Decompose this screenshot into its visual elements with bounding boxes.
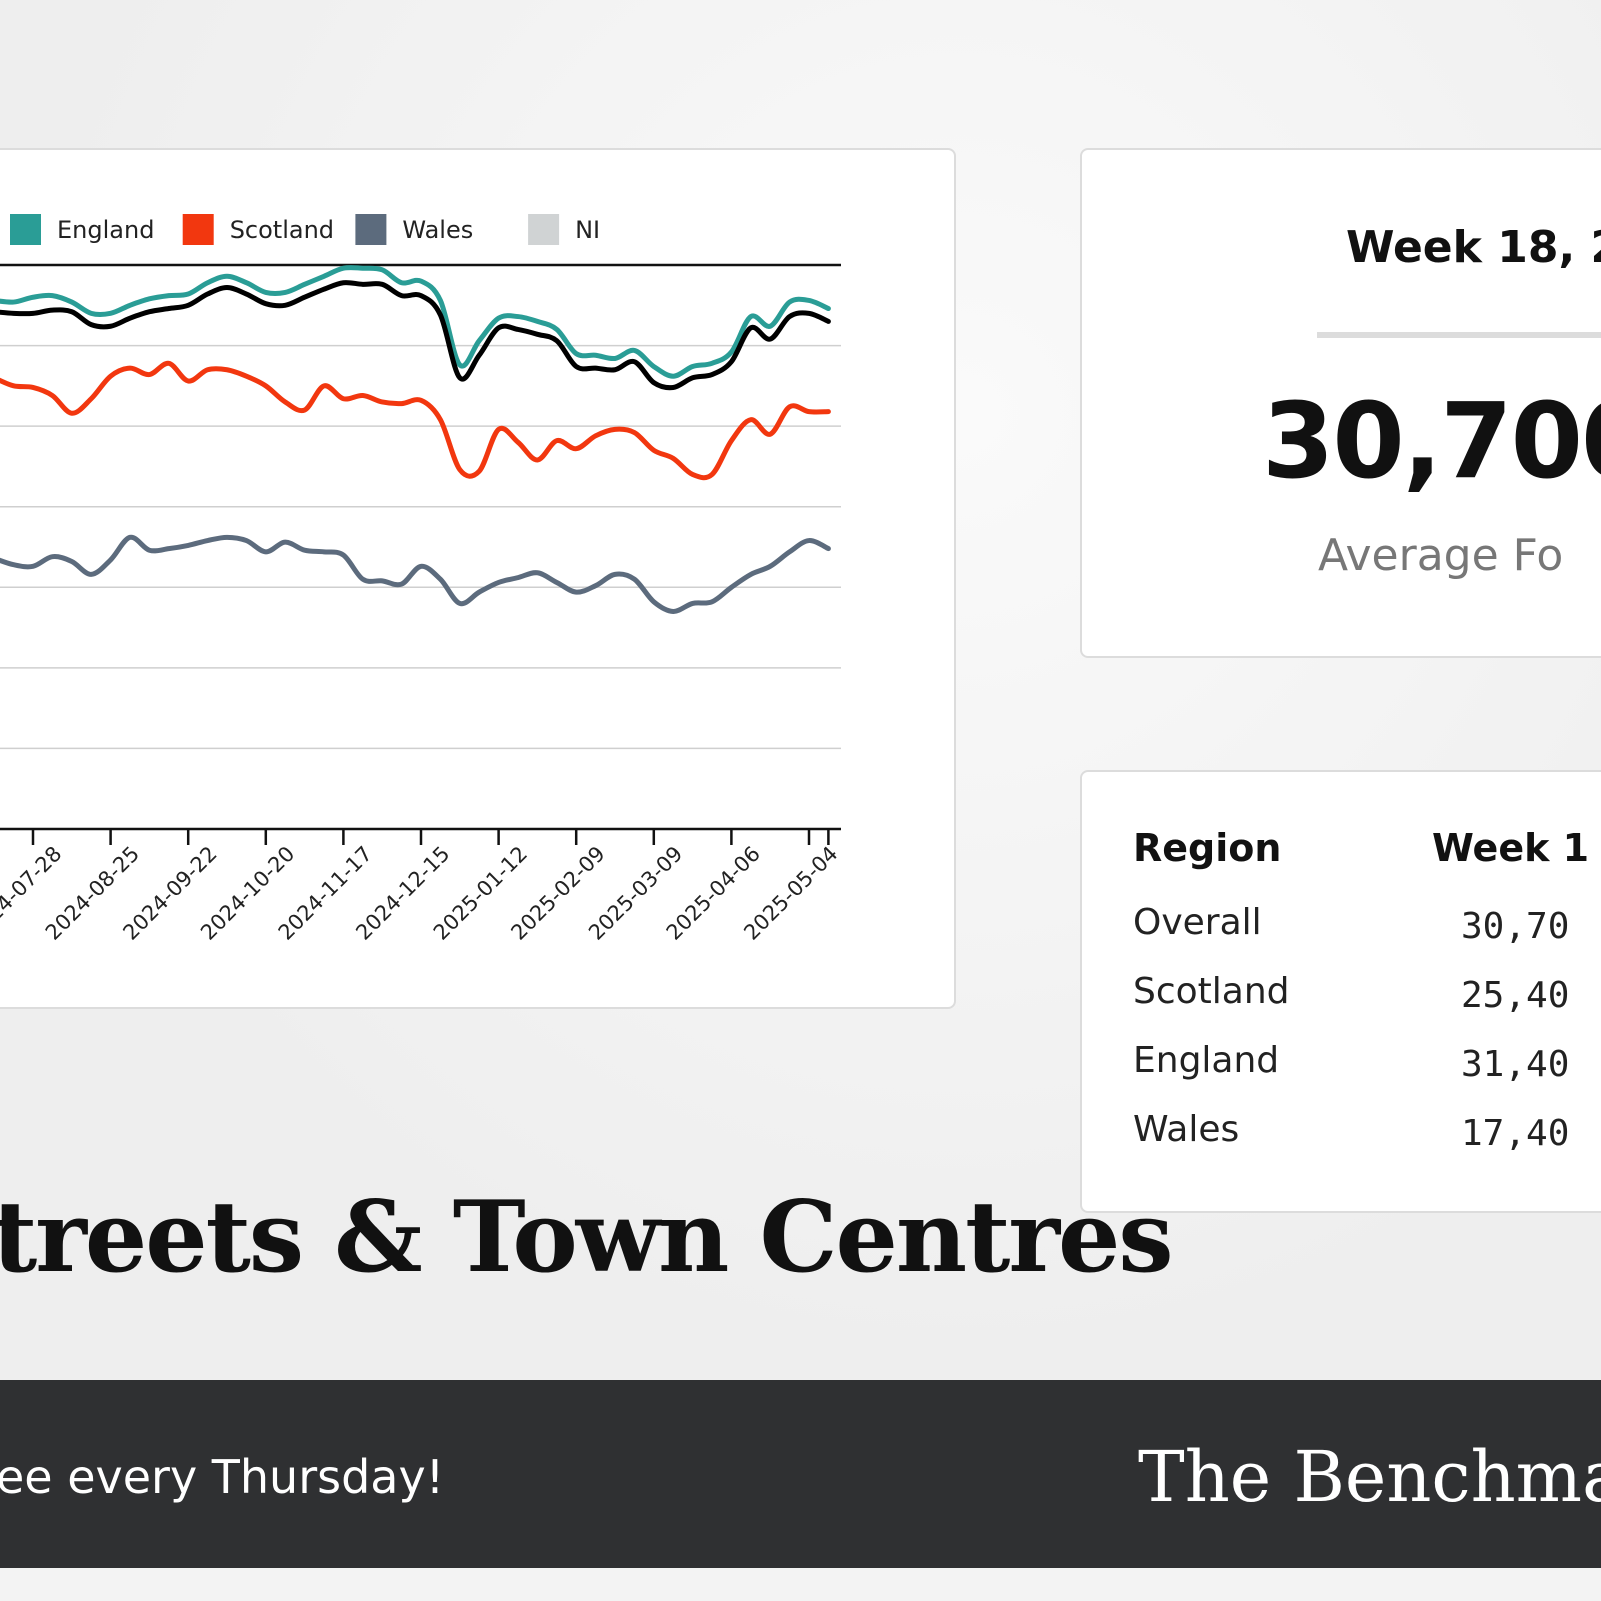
legend-label: Wales [402, 216, 473, 244]
series-line [0, 534, 831, 614]
legend-label: NI [575, 216, 600, 244]
summary-heading: Week 18, 2 [1346, 222, 1601, 273]
table-cell: 31,40 [1461, 1044, 1570, 1085]
table-cell: Wales [1133, 1109, 1240, 1150]
table-cell: Overall [1133, 902, 1262, 943]
table-header: Week 1 [1432, 826, 1590, 870]
legend-swatch [528, 214, 560, 245]
footer-bar [0, 1380, 1601, 1568]
legend-label: England [57, 216, 154, 244]
divider [1317, 332, 1601, 338]
legend-swatch [182, 214, 214, 245]
chart-card [0, 148, 956, 1009]
footer-tagline: ee every Thursday! [0, 1450, 445, 1504]
table-cell: Scotland [1133, 971, 1290, 1012]
legend-swatch [10, 214, 41, 245]
summary-label: Average Fo [1318, 530, 1564, 581]
summary-value: 30,700 [1262, 380, 1601, 502]
table-header: Region [1133, 826, 1282, 870]
series-line [0, 265, 831, 379]
footer-brand: The Benchma [1138, 1436, 1601, 1518]
page-title: treets & Town Centres [0, 1180, 1174, 1295]
table-cell: 17,40 [1461, 1113, 1570, 1154]
series-line [0, 360, 831, 481]
legend-swatch [355, 214, 387, 245]
table-cell: England [1133, 1040, 1280, 1081]
legend-label: Scotland [230, 216, 334, 244]
table-card [1080, 770, 1601, 1213]
summary-card [1080, 148, 1601, 658]
table-cell: 25,40 [1461, 975, 1570, 1016]
series-line [0, 280, 831, 391]
table-cell: 30,70 [1461, 906, 1570, 947]
chart: 2024-07-282024-08-252024-09-222024-10-20… [0, 214, 843, 945]
